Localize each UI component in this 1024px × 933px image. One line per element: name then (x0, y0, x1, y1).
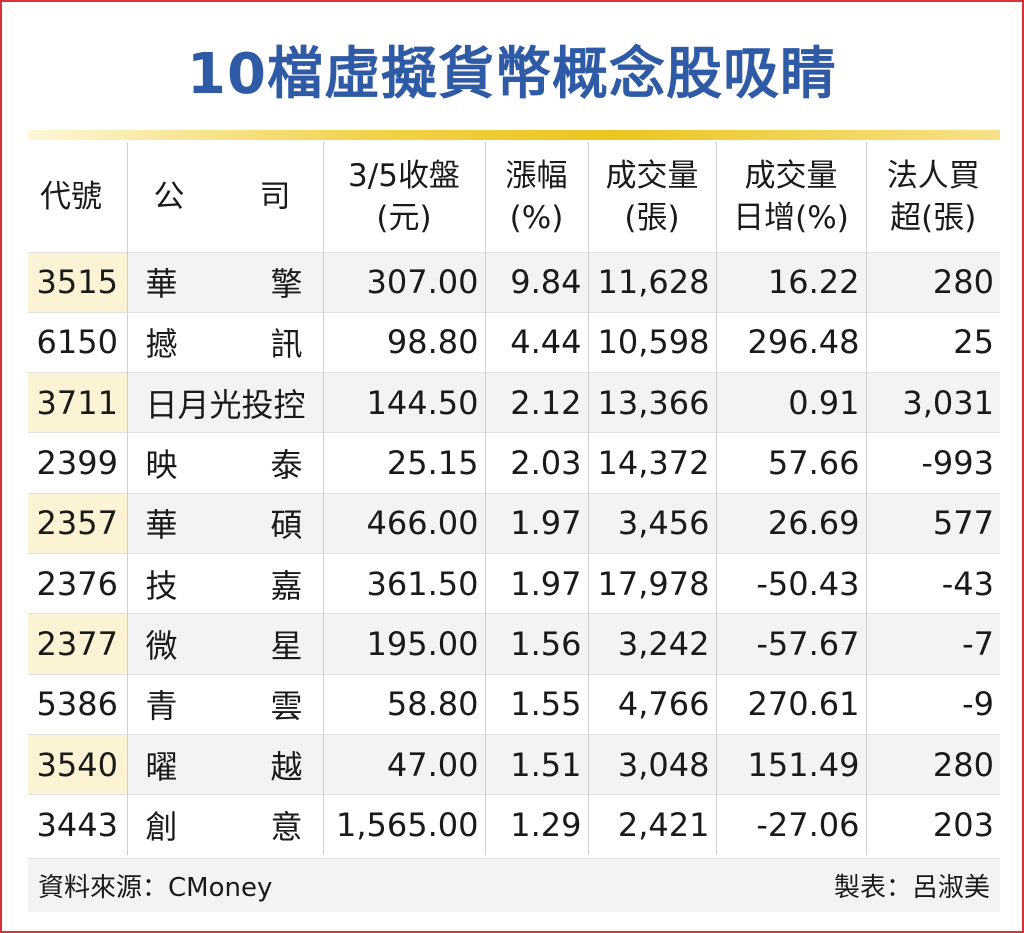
cell-volume-increase: -57.67 (715, 613, 866, 675)
header-close: 3/5收盤 (元) (322, 142, 485, 252)
table-row: 5386 青雲 58.80 1.55 4,766 270.61 -9 (28, 673, 1000, 735)
cell-institutional: 280 (865, 733, 1000, 795)
title-divider (28, 130, 1000, 140)
cell-institutional: -9 (865, 673, 1000, 735)
cell-company: 映泰 (126, 432, 323, 494)
cell-volume: 14,372 (587, 432, 716, 494)
cell-change: 9.84 (484, 251, 588, 313)
cell-company: 青雲 (126, 673, 323, 735)
cell-close: 307.00 (322, 251, 485, 313)
cell-volume: 3,456 (587, 492, 716, 554)
cell-volume: 4,766 (587, 673, 716, 735)
table-row: 3540 曜越 47.00 1.51 3,048 151.49 280 (28, 733, 1000, 795)
table-row: 3443 創意 1,565.00 1.29 2,421 -27.06 203 (28, 794, 1000, 855)
header-code: 代號 (40, 178, 102, 215)
cell-code: 3711 (28, 372, 127, 433)
cell-volume: 3,242 (587, 613, 716, 675)
cell-company: 創意 (126, 794, 323, 855)
table-row: 6150 撼訊 98.80 4.44 10,598 296.48 25 (28, 311, 1000, 373)
table-row: 2399 映泰 25.15 2.03 14,372 57.66 -993 (28, 432, 1000, 494)
cell-change: 2.12 (484, 372, 588, 433)
cell-change: 4.44 (484, 311, 588, 373)
cell-volume: 13,366 (587, 372, 716, 433)
cell-volume-increase: 57.66 (715, 432, 866, 494)
table-row: 2377 微星 195.00 1.56 3,242 -57.67 -7 (28, 613, 1000, 675)
cell-company: 技嘉 (126, 552, 323, 614)
table-row: 2376 技嘉 361.50 1.97 17,978 -50.43 -43 (28, 552, 1000, 614)
cell-close: 1,565.00 (322, 794, 485, 855)
cell-company: 撼訊 (126, 311, 323, 373)
header-institutional: 法人買 超(張) (865, 142, 1000, 252)
cell-code: 2377 (28, 613, 127, 675)
cell-volume-increase: 151.49 (715, 733, 866, 795)
cell-change: 1.55 (484, 673, 588, 735)
cell-company: 微星 (126, 613, 323, 675)
header-change: 漲幅 (%) (484, 142, 588, 252)
cell-code: 3540 (28, 733, 127, 795)
source-note: 資料來源：CMoney (38, 873, 273, 903)
cell-change: 1.29 (484, 794, 588, 855)
cell-close: 25.15 (322, 432, 485, 494)
cell-volume-increase: 16.22 (715, 251, 866, 313)
cell-institutional: 25 (865, 311, 1000, 373)
header-row: 代號 公 司 3/5收盤 (元) 漲幅 (%) 成交量 (28, 142, 1000, 252)
cell-change: 1.51 (484, 733, 588, 795)
cell-volume: 3,048 (587, 733, 716, 795)
cell-volume-increase: -50.43 (715, 552, 866, 614)
table-footer: 資料來源：CMoney 製表：呂淑美 (28, 858, 1000, 912)
cell-institutional: 280 (865, 251, 1000, 313)
table-row: 3515 華擎 307.00 9.84 11,628 16.22 280 (28, 251, 1000, 313)
cell-institutional: -993 (865, 432, 1000, 494)
cell-code: 5386 (28, 673, 127, 735)
cell-close: 58.80 (322, 673, 485, 735)
credit-note: 製表：呂淑美 (833, 873, 990, 903)
cell-institutional: 577 (865, 492, 1000, 554)
cell-close: 195.00 (322, 613, 485, 675)
cell-code: 3515 (28, 251, 127, 313)
table-row: 2357 華碩 466.00 1.97 3,456 26.69 577 (28, 492, 1000, 554)
cell-volume-increase: -27.06 (715, 794, 866, 855)
table-body: 3515 華擎 307.00 9.84 11,628 16.22 280 6150 撼訊 98.8… (28, 251, 1000, 855)
cell-volume: 10,598 (587, 311, 716, 373)
header-volume: 成交量 (張) (587, 142, 716, 252)
cell-institutional: -43 (865, 552, 1000, 614)
cell-close: 144.50 (322, 372, 485, 433)
cell-close: 47.00 (322, 733, 485, 795)
cell-company: 華碩 (126, 492, 323, 554)
cell-code: 2376 (28, 552, 127, 614)
cell-institutional: -7 (865, 613, 1000, 675)
cell-company: 日月光投控 (126, 372, 323, 433)
cell-volume-increase: 270.61 (715, 673, 866, 735)
header-volume-increase: 成交量 日增(%) (715, 142, 866, 252)
cell-institutional: 203 (865, 794, 1000, 855)
cell-volume: 17,978 (587, 552, 716, 614)
cell-volume-increase: 296.48 (715, 311, 866, 373)
cell-volume: 2,421 (587, 794, 716, 855)
cell-company: 華擎 (126, 251, 323, 313)
cell-company: 曜越 (126, 733, 323, 795)
cell-volume: 11,628 (587, 251, 716, 313)
cell-close: 361.50 (322, 552, 485, 614)
cell-change: 1.56 (484, 613, 588, 675)
cell-volume-increase: 26.69 (715, 492, 866, 554)
cell-change: 1.97 (484, 552, 588, 614)
cell-close: 466.00 (322, 492, 485, 554)
cell-institutional: 3,031 (865, 372, 1000, 433)
cell-change: 2.03 (484, 432, 588, 494)
cell-volume-increase: 0.91 (715, 372, 866, 433)
cell-code: 6150 (28, 311, 127, 373)
cell-change: 1.97 (484, 492, 588, 554)
page-title: 10檔虛擬貨幣概念股吸睛 (187, 42, 837, 107)
cell-close: 98.80 (322, 311, 485, 373)
cell-code: 3443 (28, 794, 127, 855)
cell-code: 2357 (28, 492, 127, 554)
header-company: 公 司 (126, 142, 323, 252)
cell-code: 2399 (28, 432, 127, 494)
table-row: 3711 日月光投控 144.50 2.12 13,366 0.91 3,031 (28, 372, 1000, 433)
stock-table: 代號 公 司 3/5收盤 (元) 漲幅 (%) 成交量 (28, 142, 1000, 855)
